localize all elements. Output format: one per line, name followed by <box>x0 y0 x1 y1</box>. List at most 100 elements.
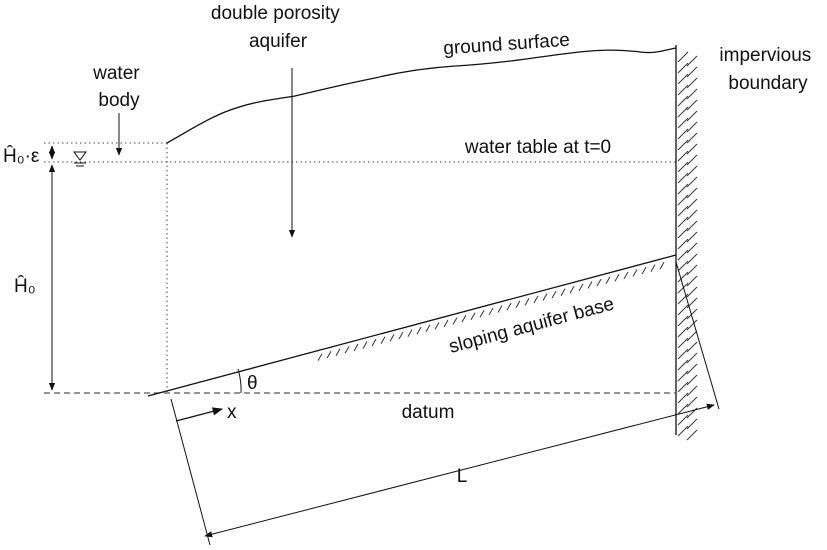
base-hatch-stroke <box>542 293 548 301</box>
impervious-boundary-label: impervious boundary <box>719 45 816 94</box>
wall-hatch-stroke <box>677 304 689 316</box>
wall-hatch-stroke <box>686 77 698 89</box>
base-hatch-stroke <box>362 341 368 349</box>
wall-hatch-stroke <box>677 370 689 382</box>
wall-hatch-stroke <box>686 121 698 133</box>
base-hatch-stroke <box>587 281 593 289</box>
base-hatch-stroke <box>326 350 332 359</box>
base-hatch-stroke <box>533 295 539 304</box>
wall-hatch-stroke <box>686 396 698 408</box>
theta-label: θ <box>247 373 258 394</box>
wall-hatch-stroke <box>677 381 689 393</box>
wall-hatch-stroke <box>677 73 689 85</box>
wall-hatch-stroke <box>677 260 689 272</box>
wall-hatch-stroke <box>677 337 689 349</box>
wall-hatch-stroke <box>677 348 689 360</box>
wall-hatch-stroke <box>686 385 698 397</box>
wall-hatch-stroke <box>677 216 689 228</box>
wall-hatch-stroke <box>686 88 698 100</box>
wall-hatch-stroke <box>677 315 689 327</box>
wall-hatch-stroke <box>686 253 698 265</box>
wall-hatch-stroke <box>686 308 698 320</box>
l-label: L <box>457 466 468 487</box>
wall-hatch-stroke <box>677 238 689 250</box>
wall-hatch-stroke <box>677 326 689 338</box>
base-hatch-stroke <box>452 317 458 325</box>
base-hatch-stroke <box>461 314 467 323</box>
wall-hatch-stroke <box>686 143 698 155</box>
base-hatch-stroke <box>335 348 341 357</box>
aquifer-base-hatching <box>317 262 665 361</box>
wall-hatch-stroke <box>677 183 689 195</box>
sloping-aquifer-base-line <box>147 254 677 397</box>
base-hatch-stroke <box>416 326 422 335</box>
wall-hatch-stroke <box>677 62 689 74</box>
wall-hatch-stroke <box>686 286 698 298</box>
wall-hatch-stroke <box>677 205 689 217</box>
wall-hatch-stroke <box>686 264 698 276</box>
base-hatch-stroke <box>488 307 494 316</box>
water-table-label: water table at t=0 <box>464 137 611 158</box>
l-extension-right <box>675 261 720 410</box>
base-hatch-stroke <box>317 353 323 361</box>
aquifer-label: double porosity aquifer <box>211 3 345 52</box>
wall-hatch-stroke <box>686 374 698 386</box>
wall-hatch-stroke <box>686 341 698 353</box>
wall-hatch-stroke <box>677 161 689 173</box>
wall-hatch-stroke <box>677 194 689 206</box>
wall-hatch-stroke <box>677 414 689 426</box>
base-hatch-stroke <box>470 312 476 320</box>
wall-hatch-stroke <box>686 352 698 364</box>
wall-hatch-stroke <box>677 249 689 261</box>
wall-hatch-stroke <box>686 275 698 287</box>
base-hatch-stroke <box>569 286 575 294</box>
water-level-symbol-icon <box>73 151 87 167</box>
base-hatch-stroke <box>524 298 530 306</box>
base-hatch-stroke <box>479 310 485 318</box>
wall-hatch-stroke <box>686 319 698 331</box>
wall-hatch-stroke <box>677 139 689 151</box>
wall-hatch-stroke <box>686 242 698 254</box>
base-hatch-stroke <box>560 288 566 296</box>
wall-hatch-stroke <box>677 172 689 184</box>
base-hatch-stroke <box>515 300 521 308</box>
water-body-label: water body <box>92 63 145 111</box>
wall-hatch-stroke <box>686 99 698 111</box>
base-hatch-stroke <box>596 278 602 287</box>
base-hatch-stroke <box>434 322 440 330</box>
sloping-base-label: sloping aquifer base <box>447 294 617 358</box>
base-hatch-stroke <box>497 305 503 313</box>
base-hatch-stroke <box>380 336 386 345</box>
datum-label: datum <box>402 402 455 423</box>
wall-hatch-stroke <box>686 66 698 78</box>
l-dimension-arrow <box>204 403 715 538</box>
wall-hatch-stroke <box>686 110 698 122</box>
wall-hatch-stroke <box>686 418 698 430</box>
base-hatch-stroke <box>623 271 629 280</box>
wall-hatch-stroke <box>686 187 698 199</box>
l-extension-left <box>170 398 211 546</box>
wall-hatch-stroke <box>677 95 689 107</box>
wall-hatch-stroke <box>686 330 698 342</box>
base-hatch-stroke <box>353 343 359 352</box>
wall-hatch-stroke <box>677 271 689 283</box>
base-hatch-stroke <box>371 338 377 347</box>
wall-hatch-stroke <box>677 128 689 140</box>
wall-hatch-stroke <box>677 392 689 404</box>
wall-hatch-stroke <box>677 425 689 437</box>
base-hatch-stroke <box>551 290 557 299</box>
wall-hatch-stroke <box>686 55 698 67</box>
wall-hatch-stroke <box>677 106 689 118</box>
x-label: x <box>227 402 237 423</box>
wall-hatch-stroke <box>677 84 689 96</box>
h0-label: Ĥ₀ <box>14 275 36 297</box>
wall-hatch-stroke <box>686 154 698 166</box>
base-hatch-stroke <box>506 302 512 311</box>
ground-surface-line <box>166 47 677 144</box>
base-hatch-stroke <box>659 262 665 270</box>
wall-hatch-stroke <box>677 51 689 63</box>
base-hatch-stroke <box>443 319 449 328</box>
wall-hatch-stroke <box>677 150 689 162</box>
wall-hatch-stroke <box>686 198 698 210</box>
